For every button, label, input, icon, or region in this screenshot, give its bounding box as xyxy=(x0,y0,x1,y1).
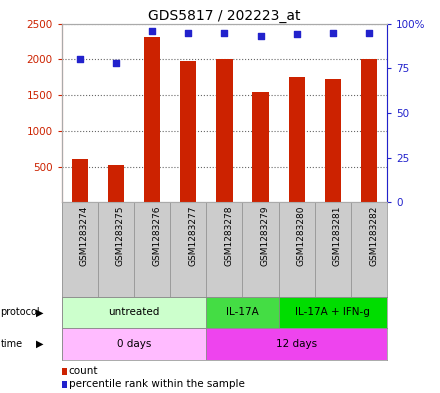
Text: count: count xyxy=(69,366,98,376)
Text: GSM1283274: GSM1283274 xyxy=(80,205,89,266)
Text: GSM1283279: GSM1283279 xyxy=(260,205,270,266)
Point xyxy=(112,60,119,66)
Text: GSM1283281: GSM1283281 xyxy=(333,205,342,266)
Bar xyxy=(72,160,88,202)
Title: GDS5817 / 202223_at: GDS5817 / 202223_at xyxy=(148,9,301,22)
Text: GSM1283277: GSM1283277 xyxy=(188,205,197,266)
Point xyxy=(185,29,192,36)
Bar xyxy=(289,77,305,202)
Point xyxy=(76,56,83,62)
Text: GSM1283278: GSM1283278 xyxy=(224,205,233,266)
Bar xyxy=(180,61,196,202)
Bar xyxy=(62,328,206,360)
Point xyxy=(293,31,300,37)
Bar xyxy=(216,59,232,202)
Bar xyxy=(253,92,269,202)
Text: time: time xyxy=(0,339,22,349)
Text: IL-17A + IFN-g: IL-17A + IFN-g xyxy=(296,307,370,318)
Text: ▶: ▶ xyxy=(36,339,44,349)
Point xyxy=(257,33,264,39)
Text: untreated: untreated xyxy=(108,307,160,318)
Text: GSM1283282: GSM1283282 xyxy=(369,205,378,266)
Text: ▶: ▶ xyxy=(36,307,44,318)
Text: IL-17A: IL-17A xyxy=(226,307,259,318)
Text: 12 days: 12 days xyxy=(276,339,317,349)
Bar xyxy=(108,165,124,202)
Point xyxy=(149,28,156,34)
Text: GSM1283275: GSM1283275 xyxy=(116,205,125,266)
Text: percentile rank within the sample: percentile rank within the sample xyxy=(69,379,245,389)
Text: GSM1283280: GSM1283280 xyxy=(297,205,306,266)
Point xyxy=(330,29,337,36)
Bar xyxy=(361,59,377,202)
Bar xyxy=(279,297,387,328)
Bar xyxy=(144,37,160,202)
Bar xyxy=(62,297,206,328)
Bar xyxy=(325,79,341,202)
Bar xyxy=(206,328,387,360)
Point xyxy=(366,29,373,36)
Text: protocol: protocol xyxy=(0,307,40,318)
Bar xyxy=(206,297,279,328)
Text: GSM1283276: GSM1283276 xyxy=(152,205,161,266)
Text: 0 days: 0 days xyxy=(117,339,151,349)
Point xyxy=(221,29,228,36)
